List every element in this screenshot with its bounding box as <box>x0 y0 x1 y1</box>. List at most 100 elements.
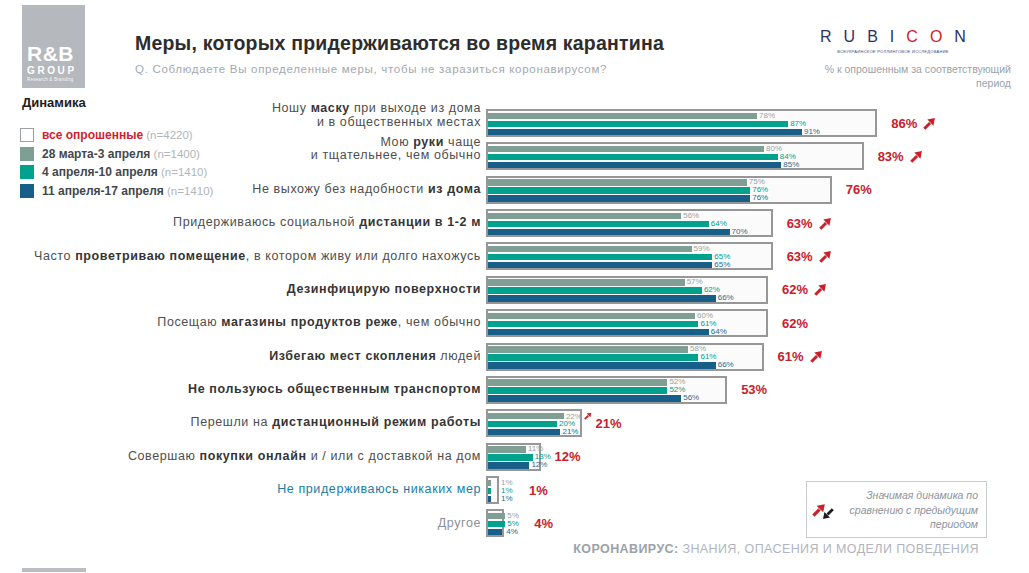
period-bar <box>488 113 757 120</box>
period-bar <box>488 154 778 161</box>
period-bar <box>488 529 502 536</box>
total-label: 21% <box>596 409 622 437</box>
all-respondents-bar: 11%13%12% <box>486 443 541 471</box>
bar-value-label: 64% <box>711 328 727 336</box>
significance-note-box: Значимая динамика по сравнению с предыду… <box>806 481 987 538</box>
total-label: 76% <box>846 176 872 204</box>
question-subtitle: Q. Соблюдаете Вы определенные меры, чтоб… <box>135 63 607 75</box>
decrease-arrow-icon <box>822 508 834 520</box>
all-respondents-bar: 78%87%91% <box>486 109 877 137</box>
bar-value-label: 65% <box>714 261 730 269</box>
chart-row: Мою руки чащеи тщательнее, чем обычно80%… <box>0 142 1029 170</box>
period-bar <box>488 246 692 253</box>
bar-value-label: 85% <box>783 161 799 169</box>
category-label: Придерживаюсь социальной дистанции в 1-2… <box>0 216 481 230</box>
period-bar <box>488 213 681 220</box>
all-respondents-bar: 80%84%85% <box>486 142 864 170</box>
period-bar <box>488 162 781 169</box>
bar-value-label: 1% <box>501 495 513 503</box>
all-respondents-bar: 52%52%56% <box>486 376 727 404</box>
category-label: Совершаю покупки онлайн и / или с достав… <box>0 450 481 464</box>
significant-increase-icon <box>910 150 923 163</box>
bar-value-label: 56% <box>683 212 699 220</box>
chart-row: Придерживаюсь социальной дистанции в 1-2… <box>0 209 1029 237</box>
all-respondents-bar: 5%5%4% <box>486 509 504 537</box>
rb-group-logo: R&B GROUP Research & Branding <box>22 5 85 88</box>
page-title: Меры, которых придерживаются во время ка… <box>135 32 664 55</box>
logo-group-text: GROUP <box>27 65 77 76</box>
category-label: Посещаю магазины продуктов реже, чем обы… <box>0 316 481 330</box>
total-label: 12% <box>555 443 581 471</box>
chart-row: Дезинфицирую поверхности57%62%66%62% <box>0 276 1029 304</box>
significant-increase-icon <box>810 350 823 363</box>
bar-value-label: 64% <box>711 220 727 228</box>
chart-row: Посещаю магазины продуктов реже, чем обы… <box>0 309 1029 337</box>
all-respondents-bar: 75%76%76% <box>486 176 832 204</box>
period-bar <box>488 329 709 336</box>
period-bar <box>488 496 491 503</box>
period-bar <box>488 313 695 320</box>
category-label: Не выхожу без надобности из дома <box>0 183 481 197</box>
chart-row: Совершаю покупки онлайн и / или с достав… <box>0 443 1029 471</box>
percent-note: % к опрошенным за соответствующий период <box>825 63 1011 90</box>
logo-tagline: Research & Branding <box>27 77 74 82</box>
category-label: Не придерживаюсь никаких мер <box>0 483 481 497</box>
significant-increase-icon <box>819 217 832 230</box>
footer-bar <box>22 568 86 572</box>
total-label: 86% <box>891 109 936 137</box>
rubicon-logo: RUBICON ВСЕУКРАИНСКОЕ РОЛЛИНГОВОЕ ИССЛЕД… <box>820 28 966 54</box>
period-bar <box>488 513 505 520</box>
period-bar <box>488 446 526 453</box>
period-bar <box>488 387 667 394</box>
bar-value-label: 66% <box>718 361 734 369</box>
significant-increase-icon <box>584 412 592 420</box>
total-label: 83% <box>878 142 923 170</box>
bar-value-label: 56% <box>683 394 699 402</box>
period-bar <box>488 121 788 128</box>
significant-increase-icon <box>923 117 936 130</box>
period-bar <box>488 488 491 495</box>
bar-value-label: 78% <box>759 112 775 120</box>
bar-value-label: 57% <box>687 278 703 286</box>
bar-value-label: 70% <box>732 228 748 236</box>
bar-value-label: 21% <box>562 428 578 436</box>
total-label: 61% <box>778 343 823 371</box>
all-respondents-bar: 56% 64% 70% <box>486 209 773 237</box>
period-bar <box>488 395 681 402</box>
period-bar <box>488 413 564 420</box>
period-bar <box>488 146 764 153</box>
bar-value-label: 61% <box>700 353 716 361</box>
bar-value-label: 91% <box>804 128 820 136</box>
period-bar <box>488 195 750 202</box>
bar-value-label: 12% <box>531 461 547 469</box>
period-bar <box>488 462 529 469</box>
period-bar <box>488 346 688 353</box>
chart-row: Не выхожу без надобности из дома 75%76%76… <box>0 176 1029 204</box>
rubicon-letters: RUBICON <box>820 28 966 46</box>
period-bar <box>488 179 747 186</box>
period-bar <box>488 521 505 528</box>
chart-row: Перешли на дистанционный режим работы22%… <box>0 409 1029 437</box>
total-label: 53% <box>741 376 767 404</box>
slide: R&B GROUP Research & Branding Меры, кото… <box>0 0 1029 573</box>
period-bar <box>488 379 667 386</box>
total-label: 4% <box>534 509 553 537</box>
period-bar <box>488 429 560 436</box>
all-respondents-bar: 58%61%66% <box>486 343 764 371</box>
significance-arrows-icon <box>812 502 842 524</box>
category-label: Не пользуюсь общественным транспортом <box>0 383 481 397</box>
period-bar <box>488 295 716 302</box>
chart-row: Избегаю мест скопления людей58%61%66%61% <box>0 343 1029 371</box>
period-bar <box>488 454 533 461</box>
total-label: 63% <box>787 209 832 237</box>
total-label: 62% <box>782 276 827 304</box>
period-bar <box>488 229 730 236</box>
bar-value-label: 59% <box>694 245 710 253</box>
bar-value-label: 4% <box>506 528 518 536</box>
significant-increase-icon <box>814 283 827 296</box>
chart-row: Не пользуюсь общественным транспортом 52%… <box>0 376 1029 404</box>
all-respondents-bar: 22%20%21% <box>486 409 582 437</box>
significant-increase-icon <box>819 250 832 263</box>
footer-title: КОРОНАВИРУС: ЗНАНИЯ, ОПАСЕНИЯ И МОДЕЛИ П… <box>573 542 979 556</box>
category-label: Другое <box>0 517 481 531</box>
